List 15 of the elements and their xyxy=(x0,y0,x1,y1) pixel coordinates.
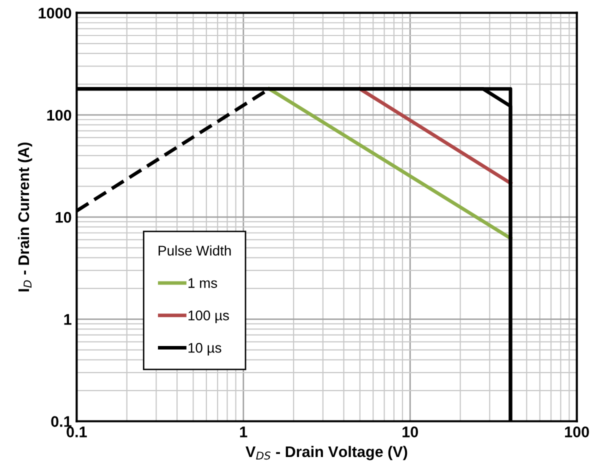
y-axis-title: I$_{D}$ - Drain Current (A) xyxy=(18,142,32,292)
y-tick-label: 100 xyxy=(47,110,72,121)
x-tick-label: 1 xyxy=(240,426,248,438)
x-tick-label: 10 xyxy=(402,426,418,438)
y-tick-label: 1000 xyxy=(38,8,72,19)
x-axis-title: V$_{DS}$ - Drain Voltage (V) xyxy=(246,446,408,460)
legend-label: 10 µs xyxy=(188,342,222,356)
legend-label: 1 ms xyxy=(188,278,218,288)
y-tick-label: 1 xyxy=(64,314,72,325)
legend-label: 100 µs xyxy=(188,310,229,324)
y-tick-label: 10 xyxy=(56,212,72,223)
y-tick-label: 0.1 xyxy=(51,416,72,427)
x-tick-label: 0.1 xyxy=(66,426,87,438)
x-tick-label: 100 xyxy=(565,426,589,438)
legend-title: Pulse Width xyxy=(158,245,231,256)
